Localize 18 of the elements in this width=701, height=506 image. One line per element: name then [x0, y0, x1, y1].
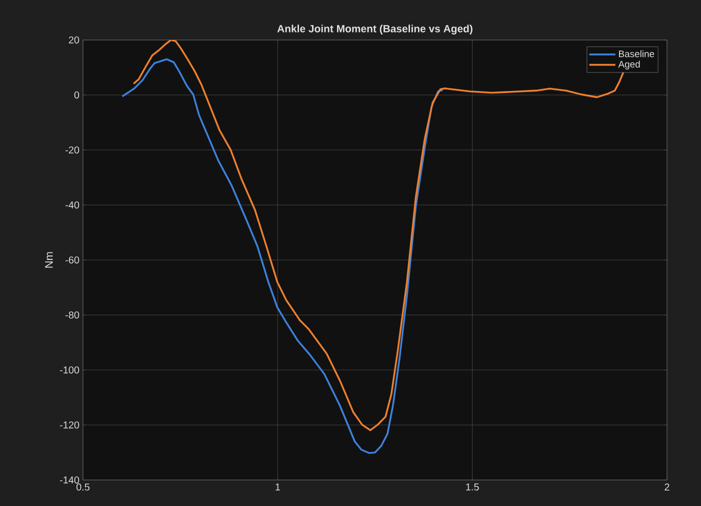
legend-label: Aged [618, 60, 640, 70]
y-tick-label: -80 [66, 311, 80, 319]
chart-title: Ankle Joint Moment (Baseline vs Aged) [277, 24, 472, 34]
y-tick-label: -60 [66, 256, 80, 264]
line-series [121, 58, 444, 454]
x-tick-label: 1.5 [466, 484, 479, 490]
y-tick-label: -20 [66, 146, 80, 154]
y-tick-label: -40 [66, 201, 80, 209]
x-tick-label: 2 [664, 484, 670, 490]
y-tick-label: 0 [74, 91, 80, 99]
y-tick-label: -140 [60, 476, 80, 484]
y-tick-label: -100 [60, 366, 80, 374]
y-axis-title: Nm [45, 252, 53, 268]
y-tick-label: -120 [60, 421, 80, 429]
x-tick-label: 0.5 [76, 484, 90, 491]
y-tick-label: 20 [68, 36, 80, 44]
legend-label: Baseline [619, 50, 654, 58]
x-tick-label: 1 [276, 484, 280, 490]
